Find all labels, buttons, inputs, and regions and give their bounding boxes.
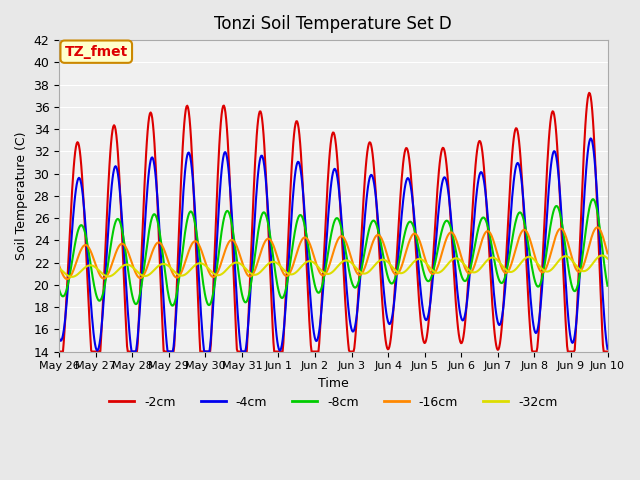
-16cm [417, 241, 424, 247]
-4cm [401, 186, 408, 192]
-4cm [207, 335, 215, 340]
-16cm [55, 263, 63, 269]
-32cm [55, 265, 63, 271]
-8cm [65, 276, 73, 282]
-16cm [66, 275, 74, 280]
Line: -16cm: -16cm [59, 228, 607, 279]
-2cm [400, 155, 408, 160]
-2cm [604, 348, 611, 354]
-4cm [129, 348, 136, 354]
Y-axis label: Soil Temperature (C): Soil Temperature (C) [15, 132, 28, 260]
-8cm [417, 256, 424, 262]
Text: TZ_fmet: TZ_fmet [65, 45, 128, 59]
-4cm [55, 335, 63, 341]
-4cm [178, 211, 186, 217]
Line: -32cm: -32cm [59, 255, 607, 277]
-8cm [55, 287, 63, 292]
-2cm [122, 312, 129, 318]
-32cm [68, 274, 76, 280]
-4cm [417, 288, 424, 294]
Line: -4cm: -4cm [59, 138, 607, 351]
-32cm [598, 252, 606, 258]
-16cm [207, 273, 215, 278]
-16cm [178, 268, 186, 274]
-8cm [169, 303, 177, 309]
-8cm [207, 300, 215, 305]
-32cm [401, 269, 408, 275]
Line: -8cm: -8cm [59, 199, 607, 306]
X-axis label: Time: Time [318, 377, 349, 390]
-32cm [122, 262, 130, 267]
-2cm [206, 348, 214, 354]
-16cm [401, 254, 408, 260]
Line: -2cm: -2cm [59, 93, 607, 351]
-32cm [604, 256, 611, 262]
-32cm [417, 256, 424, 262]
-2cm [55, 348, 63, 354]
Title: Tonzi Soil Temperature Set D: Tonzi Soil Temperature Set D [214, 15, 452, 33]
-16cm [64, 276, 72, 282]
-32cm [65, 273, 73, 279]
-4cm [604, 346, 611, 352]
-2cm [177, 175, 185, 181]
-4cm [65, 269, 73, 275]
-16cm [122, 245, 130, 251]
-32cm [178, 273, 186, 278]
-2cm [586, 90, 593, 96]
-32cm [207, 268, 215, 274]
-8cm [178, 253, 186, 259]
-8cm [589, 196, 597, 202]
-4cm [122, 273, 129, 278]
-16cm [594, 225, 602, 230]
-8cm [122, 248, 129, 254]
-2cm [416, 309, 424, 315]
-16cm [604, 251, 611, 256]
-8cm [401, 231, 408, 237]
Legend: -2cm, -4cm, -8cm, -16cm, -32cm: -2cm, -4cm, -8cm, -16cm, -32cm [104, 391, 563, 414]
-2cm [65, 244, 73, 250]
-8cm [604, 283, 611, 288]
-4cm [587, 135, 595, 141]
